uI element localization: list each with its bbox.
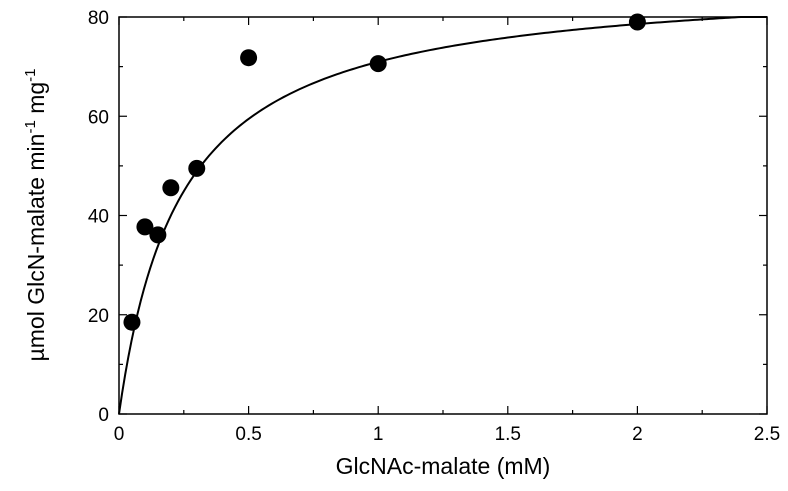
- y-tick-label: 40: [88, 207, 109, 228]
- y-tick-label: 0: [98, 405, 109, 426]
- x-tick-label: 0: [114, 424, 125, 445]
- y-tick-label: 80: [88, 8, 109, 29]
- fit-curve: [118, 16, 767, 415]
- x-axis-label: GlcNAc-malate (mM): [336, 453, 551, 479]
- data-point: [188, 159, 206, 177]
- data-point: [123, 313, 141, 331]
- data-point: [240, 49, 258, 67]
- x-tick-label: 0.5: [235, 424, 261, 445]
- x-tick-label: 1: [373, 424, 384, 445]
- data-point: [162, 179, 180, 197]
- data-points: [123, 13, 646, 331]
- y-tick-label: 60: [88, 107, 109, 128]
- y-tick-labels: 0 20 40 60 80: [88, 8, 109, 426]
- data-point: [628, 13, 646, 31]
- y-axis-label-sup1: -1: [22, 120, 39, 133]
- plot-frame: [118, 16, 768, 415]
- data-point: [149, 226, 167, 244]
- x-tick-label: 2: [632, 424, 643, 445]
- y-axis-label-main: µmol GlcN-malate min: [23, 134, 49, 362]
- y-tick-label: 20: [88, 306, 109, 327]
- x-tick-label: 1.5: [495, 424, 521, 445]
- x-tick-labels: 0 0.5 1 1.5 2 2.5: [114, 424, 781, 445]
- y-axis-label-sup2: -1: [22, 69, 39, 82]
- y-axis-label: µmol GlcN-malate min-1 mg-1: [22, 69, 49, 362]
- data-point: [369, 55, 387, 73]
- x-tick-label: 2.5: [754, 424, 780, 445]
- axis-ticks: [118, 16, 768, 415]
- y-axis-label-unit2: mg: [23, 82, 49, 120]
- data-point: [136, 218, 154, 236]
